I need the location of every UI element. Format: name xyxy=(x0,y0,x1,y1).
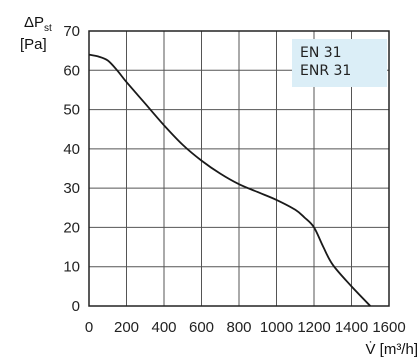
legend: EN 31 ENR 31 xyxy=(292,39,387,87)
data-point xyxy=(332,264,334,266)
data-point xyxy=(200,159,202,161)
y-axis-title: ΔPst xyxy=(24,14,52,34)
data-point xyxy=(322,246,324,248)
y-tick-label: 20 xyxy=(63,219,80,236)
data-point xyxy=(107,59,109,61)
x-tick-label: 400 xyxy=(151,319,176,336)
x-tick-label: 200 xyxy=(114,319,139,336)
x-tick-label: 1000 xyxy=(260,319,293,336)
data-point xyxy=(144,102,146,104)
data-point xyxy=(238,183,240,185)
x-tick-label: 1600 xyxy=(372,319,405,336)
x-tick-label: 1400 xyxy=(335,319,368,336)
x-axis-title: V̇ [m³/h] xyxy=(365,341,418,358)
data-point xyxy=(294,209,296,211)
data-point xyxy=(88,53,90,55)
y-tick-label: 70 xyxy=(63,23,80,40)
x-axis-unit: [m³/h] xyxy=(375,341,418,358)
legend-entry: EN 31 xyxy=(300,45,342,61)
data-point xyxy=(182,144,184,146)
series-line-0 xyxy=(88,53,371,307)
data-point xyxy=(350,285,352,287)
y-axis-unit: [Pa] xyxy=(20,36,47,53)
y-tick-label: 10 xyxy=(63,259,80,276)
data-point xyxy=(303,216,305,218)
plot-frame xyxy=(88,30,390,307)
y-tick-label: 30 xyxy=(63,180,80,197)
data-point xyxy=(125,81,127,83)
y-tick-label: 50 xyxy=(63,102,80,119)
data-point xyxy=(313,226,315,228)
data-point xyxy=(257,191,259,193)
x-tick-label: 600 xyxy=(189,319,214,336)
data-point xyxy=(219,172,221,174)
data-point xyxy=(369,305,371,307)
x-tick-label: 0 xyxy=(85,319,93,336)
y-axis-subscript: st xyxy=(44,23,52,34)
legend-entry: ENR 31 xyxy=(300,63,351,79)
data-point xyxy=(163,124,165,126)
y-tick-label: 60 xyxy=(63,62,80,79)
legend-box xyxy=(292,39,387,87)
y-tick-label: 0 xyxy=(72,298,80,315)
y-axis-symbol: ΔP xyxy=(24,14,44,31)
x-tick-label: 800 xyxy=(226,319,251,336)
data-point xyxy=(275,199,277,201)
x-tick-label: 1200 xyxy=(297,319,330,336)
data-point xyxy=(97,55,99,57)
x-axis-symbol: V̇ xyxy=(365,341,375,358)
data-point xyxy=(116,69,118,71)
y-tick-label: 40 xyxy=(63,141,80,158)
